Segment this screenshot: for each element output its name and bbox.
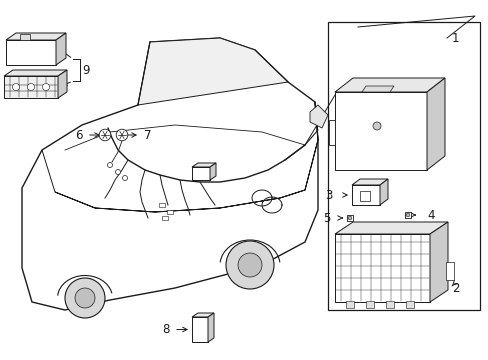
Circle shape	[99, 129, 111, 141]
Bar	[327, 22, 479, 310]
Text: 4: 4	[426, 208, 434, 221]
Circle shape	[42, 84, 49, 90]
Circle shape	[122, 176, 127, 180]
Circle shape	[372, 122, 380, 130]
Circle shape	[65, 278, 105, 318]
Text: 6: 6	[75, 129, 83, 141]
Text: 1: 1	[451, 31, 459, 45]
Polygon shape	[334, 222, 447, 234]
Polygon shape	[56, 33, 66, 65]
Circle shape	[238, 253, 262, 277]
Polygon shape	[361, 86, 393, 92]
Bar	[167, 210, 173, 214]
Polygon shape	[379, 179, 387, 205]
Bar	[346, 215, 352, 221]
Bar	[159, 203, 164, 207]
Polygon shape	[334, 78, 444, 92]
Bar	[404, 212, 410, 218]
Circle shape	[13, 84, 20, 90]
Circle shape	[347, 216, 351, 220]
Polygon shape	[192, 167, 209, 180]
Polygon shape	[42, 38, 317, 212]
Circle shape	[107, 162, 112, 167]
Polygon shape	[334, 92, 426, 170]
Polygon shape	[351, 179, 387, 185]
Polygon shape	[6, 33, 66, 40]
Polygon shape	[4, 76, 58, 98]
Polygon shape	[328, 120, 334, 145]
Polygon shape	[445, 262, 453, 280]
Polygon shape	[309, 105, 327, 128]
Polygon shape	[207, 313, 214, 342]
Polygon shape	[20, 34, 30, 40]
Bar	[385, 301, 393, 308]
Polygon shape	[192, 317, 207, 342]
Polygon shape	[4, 70, 67, 76]
Polygon shape	[22, 38, 317, 310]
Polygon shape	[58, 70, 67, 98]
Bar	[359, 191, 369, 201]
Polygon shape	[429, 222, 447, 302]
Circle shape	[406, 213, 409, 217]
Polygon shape	[426, 78, 444, 170]
Polygon shape	[334, 234, 429, 302]
Polygon shape	[192, 313, 214, 317]
Bar	[365, 301, 373, 308]
Polygon shape	[192, 163, 216, 167]
Polygon shape	[6, 40, 56, 65]
Polygon shape	[351, 185, 379, 205]
Text: 3: 3	[325, 189, 332, 202]
Circle shape	[27, 84, 35, 90]
Circle shape	[225, 241, 273, 289]
Text: 5: 5	[323, 212, 330, 225]
Bar	[346, 301, 353, 308]
Circle shape	[75, 288, 95, 308]
Polygon shape	[138, 38, 287, 105]
Text: 8: 8	[163, 323, 170, 336]
Bar	[405, 301, 413, 308]
Text: 9: 9	[82, 63, 89, 77]
Polygon shape	[209, 163, 216, 180]
Circle shape	[115, 170, 120, 175]
Bar	[162, 216, 168, 220]
Text: 7: 7	[143, 129, 151, 141]
Circle shape	[116, 129, 127, 141]
Text: 2: 2	[451, 282, 459, 294]
